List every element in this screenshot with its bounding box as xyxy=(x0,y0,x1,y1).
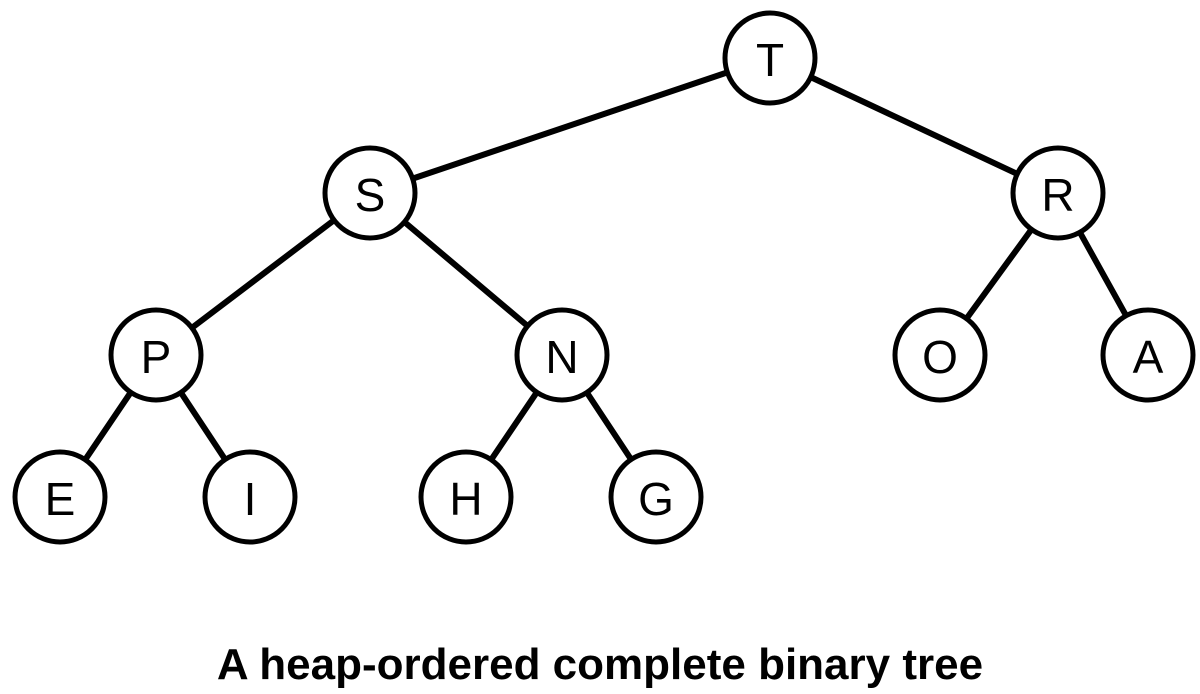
tree-edge xyxy=(811,77,1018,174)
tree-edge xyxy=(491,392,537,459)
tree-edge xyxy=(192,220,334,328)
tree-node: I xyxy=(205,452,295,542)
tree-node: P xyxy=(111,310,201,400)
edges-group xyxy=(85,72,1126,459)
tree-node-label: T xyxy=(756,34,784,86)
tree-node-label: G xyxy=(638,473,674,525)
tree-node-label: H xyxy=(449,473,482,525)
tree-node: H xyxy=(421,452,511,542)
tree-node-label: R xyxy=(1041,169,1074,221)
diagram-container: T S R P N O A E I H G A heap-ordered complete bina… xyxy=(0,0,1200,694)
tree-node-label: O xyxy=(922,331,958,383)
tree-edge xyxy=(413,72,728,178)
tree-edge xyxy=(966,229,1031,318)
tree-svg: T S R P N O A E I H G xyxy=(0,0,1200,694)
tree-node: A xyxy=(1103,310,1193,400)
tree-edge xyxy=(181,393,225,460)
tree-node-label: P xyxy=(141,331,172,383)
tree-edge xyxy=(587,393,631,460)
tree-node-label: N xyxy=(545,331,578,383)
tree-edge xyxy=(1080,232,1126,315)
tree-node: O xyxy=(895,310,985,400)
tree-node: T xyxy=(725,13,815,103)
tree-node: N xyxy=(517,310,607,400)
tree-node-label: A xyxy=(1133,331,1164,383)
tree-node-label: S xyxy=(355,169,386,221)
tree-node-label: E xyxy=(45,473,76,525)
tree-node: E xyxy=(15,452,105,542)
tree-node: R xyxy=(1013,148,1103,238)
tree-edge xyxy=(404,222,527,326)
tree-node: S xyxy=(325,148,415,238)
tree-edge xyxy=(85,392,131,459)
tree-node-label: I xyxy=(244,473,257,525)
diagram-caption: A heap-ordered complete binary tree xyxy=(0,640,1200,690)
tree-node: G xyxy=(611,452,701,542)
nodes-group: T S R P N O A E I H G xyxy=(15,13,1193,542)
